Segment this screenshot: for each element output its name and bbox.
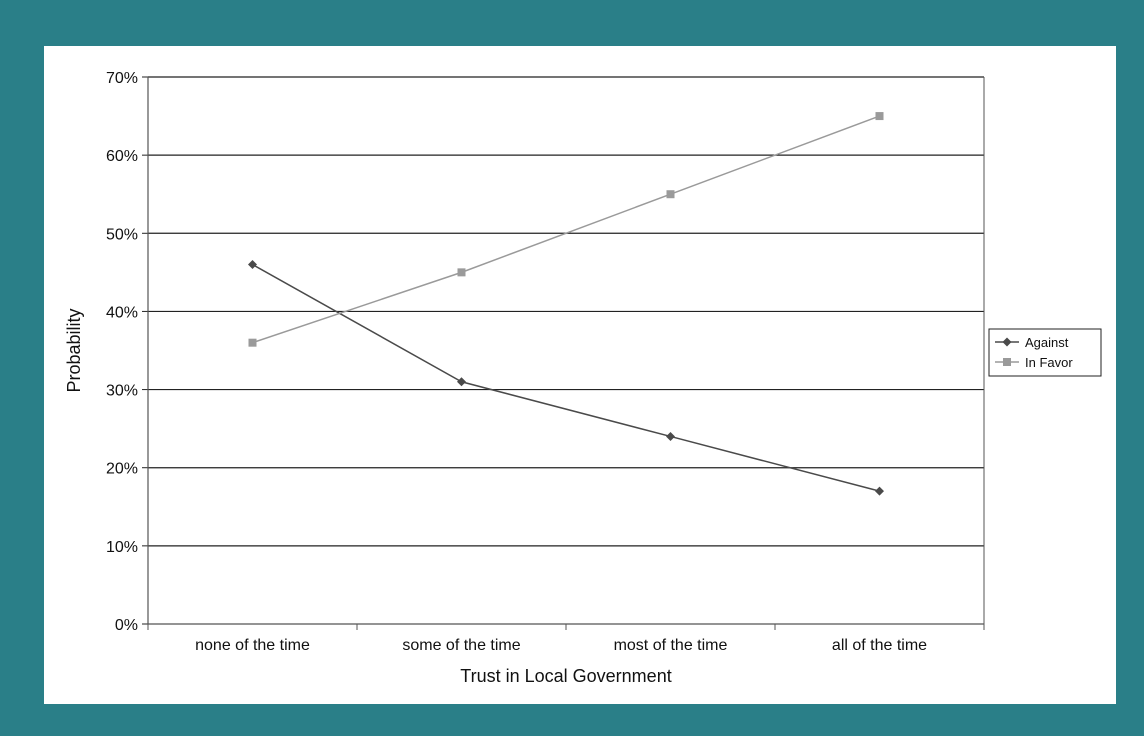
data-point (457, 268, 466, 277)
data-point (666, 431, 675, 441)
axes: 0% 10% 20% 30% 40% 50% 60% 70% none of the time s… (106, 70, 985, 654)
legend-label: Against (1025, 335, 1069, 350)
y-axis-title: Probability (64, 308, 84, 392)
line-chart: 0% 10% 20% 30% 40% 50% 60% 70% none of the time s… (64, 70, 1102, 686)
series-layer (248, 112, 884, 496)
y-tick-label: 0% (115, 617, 138, 634)
y-tick-label: 10% (106, 539, 138, 556)
data-point (248, 338, 257, 347)
x-axis-title: Trust in Local Government (460, 666, 671, 686)
x-tick-label: most of the time (614, 637, 728, 654)
data-point (248, 260, 257, 270)
data-point (875, 112, 884, 121)
y-tick-label: 40% (106, 304, 138, 321)
y-tick-label: 30% (106, 383, 138, 400)
legend-label: In Favor (1025, 355, 1073, 370)
y-tick-label: 20% (106, 461, 138, 478)
y-tick-label: 70% (106, 70, 138, 87)
x-tick-label: some of the time (402, 637, 520, 654)
legend: Against In Favor (988, 328, 1102, 377)
x-tick-label: none of the time (195, 637, 310, 654)
chart-panel: 0% 10% 20% 30% 40% 50% 60% 70% none of the time s… (44, 46, 1116, 704)
gridlines (148, 76, 984, 547)
legend-marker (1003, 358, 1011, 366)
legend-box (988, 328, 1102, 377)
legend-marker (1002, 337, 1012, 347)
x-tick-label: all of the time (832, 637, 927, 654)
series-line-in-favor (252, 115, 880, 344)
series-line-against (252, 263, 880, 492)
y-tick-label: 50% (106, 226, 138, 243)
y-tick-label: 60% (106, 148, 138, 165)
data-point (875, 486, 884, 496)
data-point (666, 190, 675, 199)
data-point (457, 377, 466, 387)
